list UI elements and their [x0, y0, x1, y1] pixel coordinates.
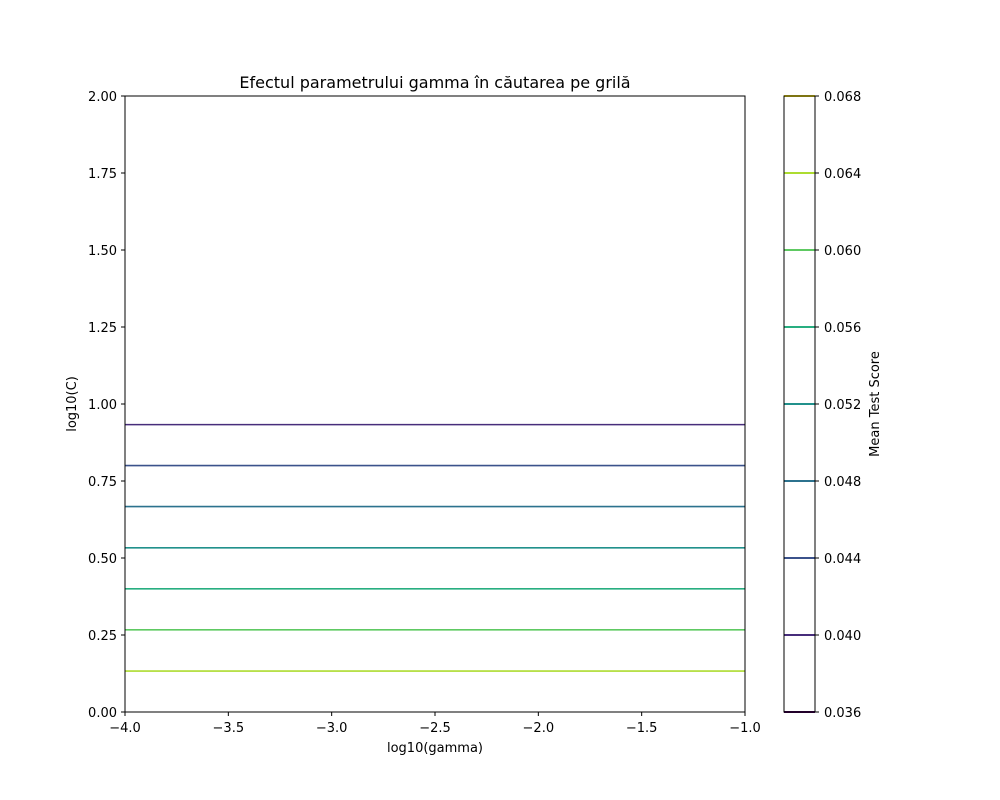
x-tick-label: −1.0	[729, 721, 761, 736]
y-axis-label: log10(C)	[65, 376, 80, 432]
colorbar-tick-label: 0.056	[824, 321, 861, 336]
colorbar-tick-label: 0.052	[824, 398, 861, 413]
x-tick-label: −2.0	[523, 721, 555, 736]
colorbar-label: Mean Test Score	[868, 351, 883, 457]
colorbar-tick-label: 0.068	[824, 90, 861, 105]
y-tick-label: 1.50	[88, 244, 117, 259]
colorbar-tick-label: 0.064	[824, 167, 861, 182]
y-tick-label: 0.75	[88, 475, 117, 490]
x-axis: −4.0 −3.5 −3.0 −2.5 −2.0 −1.5 −1.0	[109, 712, 761, 736]
y-tick-label: 1.75	[88, 167, 117, 182]
x-tick-label: −2.5	[419, 721, 451, 736]
y-tick-label: 1.00	[88, 398, 117, 413]
contour-lines	[125, 423, 745, 672]
x-tick-label: −1.5	[626, 721, 658, 736]
plot-frame	[124, 95, 746, 713]
colorbar-lines	[784, 95, 815, 713]
colorbar: 0.036 0.040 0.044 0.048 0.052 0.056 0.060 0.064…	[783, 90, 883, 721]
y-tick-label: 0.25	[88, 629, 117, 644]
y-tick-label: 0.00	[88, 706, 117, 721]
colorbar-tick-label: 0.044	[824, 552, 861, 567]
colorbar-tick-label: 0.036	[824, 706, 861, 721]
colorbar-ticks: 0.036 0.040 0.044 0.048 0.052 0.056 0.060 0.064…	[815, 90, 861, 721]
x-tick-label: −3.0	[316, 721, 348, 736]
x-axis-label: log10(gamma)	[387, 741, 483, 756]
y-axis: 0.00 0.25 0.50 0.75 1.00 1.25 1.50 1.75 2.00	[88, 90, 125, 721]
x-tick-label: −3.5	[213, 721, 245, 736]
y-tick-label: 2.00	[88, 90, 117, 105]
y-tick-label: 0.50	[88, 552, 117, 567]
colorbar-tick-label: 0.060	[824, 244, 861, 259]
colorbar-tick-label: 0.048	[824, 475, 861, 490]
y-tick-label: 1.25	[88, 321, 117, 336]
chart-title: Efectul parametrului gamma în căutarea p…	[239, 73, 630, 92]
x-tick-label: −4.0	[109, 721, 141, 736]
colorbar-tick-label: 0.040	[824, 629, 861, 644]
